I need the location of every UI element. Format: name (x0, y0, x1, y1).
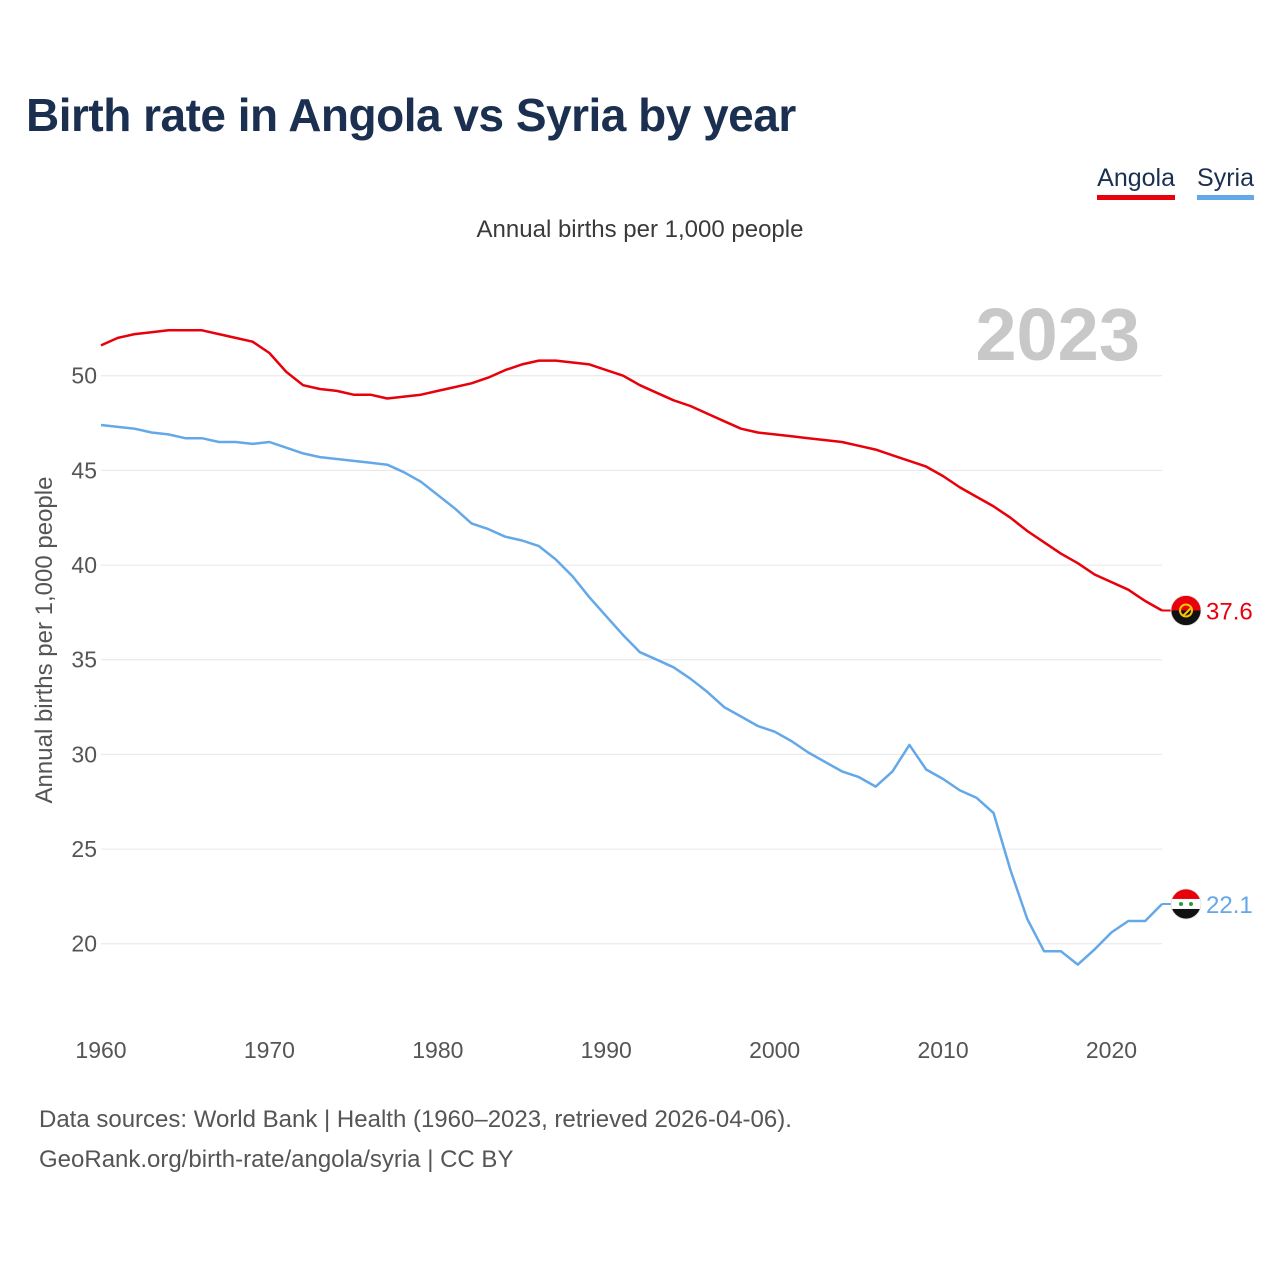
flag-angola-icon (1170, 595, 1202, 626)
line-chart: 20 25 30 35 40 45 50 1960 1970 1980 1990 2000 2010 2… (31, 293, 1253, 1063)
y-tick-label-40: 40 (71, 552, 97, 578)
x-tick-label-1990: 1990 (581, 1037, 632, 1063)
y-tick-label-35: 35 (71, 647, 97, 673)
x-axis-ticks: 1960 1970 1980 1990 2000 2010 2020 (75, 1037, 1137, 1063)
x-tick-label-2020: 2020 (1086, 1037, 1137, 1063)
chart-subtitle: Annual births per 1,000 people (476, 216, 804, 243)
x-tick-label-1960: 1960 (75, 1037, 126, 1063)
x-tick-label-2010: 2010 (917, 1037, 968, 1063)
x-tick-label-1980: 1980 (412, 1037, 463, 1063)
legend: Angola Syria (1097, 164, 1254, 200)
source-line: Data sources: World Bank | Health (1960–… (39, 1106, 792, 1133)
end-markers: 37.6 22.1 (1162, 595, 1253, 920)
y-tick-label-20: 20 (71, 931, 97, 957)
end-value-label-syria: 22.1 (1206, 892, 1253, 919)
chart-title: Birth rate in Angola vs Syria by year (26, 89, 796, 141)
flag-syria-icon (1170, 888, 1202, 920)
y-tick-label-45: 45 (71, 457, 97, 483)
y-tick-label-30: 30 (71, 741, 97, 767)
legend-item-syria[interactable]: Syria (1197, 164, 1254, 200)
y-tick-label-25: 25 (71, 836, 97, 862)
year-watermark: 2023 (975, 293, 1140, 376)
y-axis-ticks: 20 25 30 35 40 45 50 (71, 363, 97, 957)
series-line-angola (100, 329, 1163, 612)
legend-item-angola[interactable]: Angola (1097, 164, 1176, 200)
y-axis-label: Annual births per 1,000 people (31, 477, 58, 804)
series-lines (100, 329, 1163, 966)
grid-lines (101, 375, 1162, 945)
series-line-syria (100, 423, 1163, 966)
x-tick-label-2000: 2000 (749, 1037, 800, 1063)
end-value-label-angola: 37.6 (1206, 599, 1253, 626)
x-tick-label-1970: 1970 (244, 1037, 295, 1063)
y-tick-label-50: 50 (71, 363, 97, 389)
attribution-line[interactable]: GeoRank.org/birth-rate/angola/syria | CC… (39, 1146, 514, 1173)
